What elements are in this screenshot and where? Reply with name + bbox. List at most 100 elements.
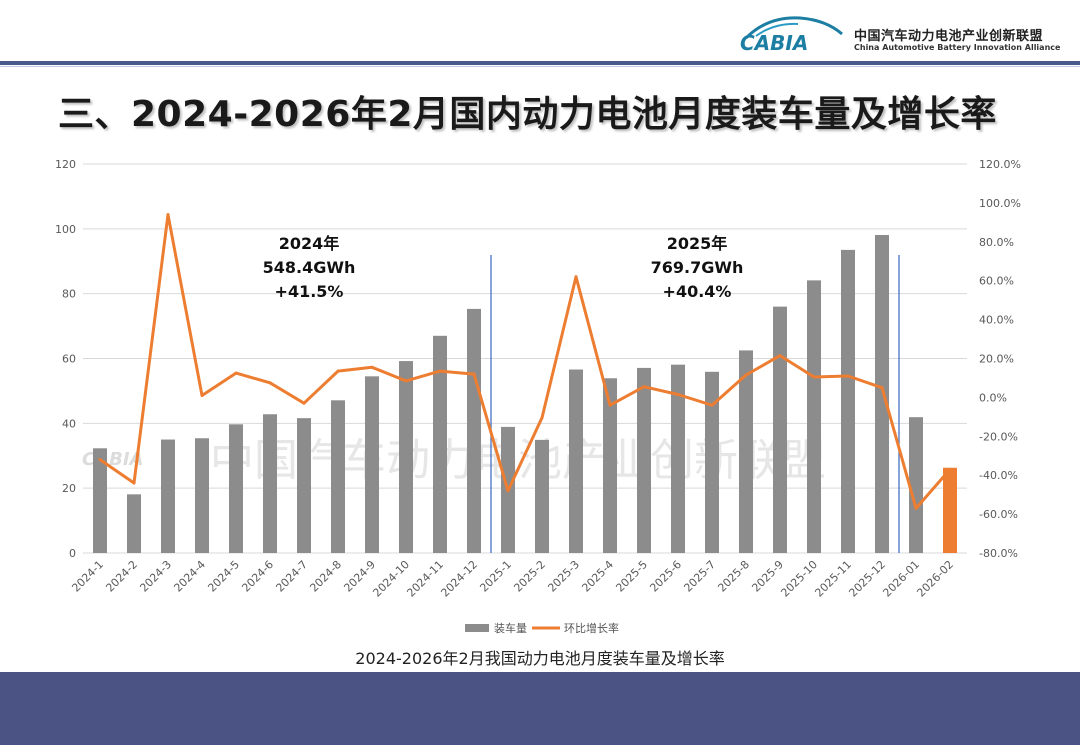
line-point-2024-3 [166,213,170,217]
bar-2025-2 [535,439,549,553]
x-tick-label: 2024-2 [103,558,140,595]
x-tick-label: 2024-4 [171,558,208,595]
cabia-logo-icon: CABIA [740,16,843,54]
line-point-2024-5 [234,371,238,375]
annotation-2025-growth: +40.4% [663,282,732,301]
line-point-2024-1 [98,458,102,462]
legend-bar-swatch [465,624,489,632]
line-point-2025-10 [812,375,816,379]
x-tick-label: 2025-8 [715,558,752,595]
x-tick-label: 2025-7 [681,558,718,595]
line-point-2024-10 [404,379,408,383]
bar-2025-11 [841,249,855,553]
bar-series [93,234,957,553]
gridlines [83,163,967,554]
y-right-tick-label: -80.0% [979,547,1018,560]
line-point-2024-7 [302,401,306,405]
y-left-tick-label: 60 [62,353,76,366]
x-tick-label: 2026-02 [914,558,956,600]
x-tick-label: 2024-1 [69,558,106,595]
x-tick-label: 2024-8 [307,558,344,595]
x-tick-label: 2025-4 [579,558,616,595]
line-series [98,213,952,510]
line-point-2025-7 [710,403,714,407]
line-point-2024-8 [336,369,340,373]
line-point-2025-1 [506,489,510,493]
x-tick-label: 2024-12 [438,558,480,600]
chart-caption: 2024-2026年2月我国动力电池月度装车量及增长率 [355,649,725,668]
y-right-tick-label: 40.0% [979,314,1014,327]
x-tick-label: 2025-6 [647,558,684,595]
x-axis-labels: 2024-12024-22024-32024-42024-52024-62024… [69,558,956,600]
line-point-2026-02 [948,467,952,471]
x-tick-label: 2024-7 [273,558,310,595]
legend: 装车量 环比增长率 [465,621,619,635]
y-left-tick-label: 120 [55,158,76,171]
line-point-2025-3 [574,275,578,279]
annotation-2024-year: 2024年 [279,234,340,253]
bar-2024-3 [161,439,175,553]
org-name-en: China Automotive Battery Innovation Alli… [854,43,1061,52]
line-point-2025-2 [540,416,544,420]
bar-2025-9 [773,306,787,553]
bar-2025-5 [637,367,651,553]
y-right-tick-label: 60.0% [979,275,1014,288]
line-point-2025-6 [676,392,680,396]
bar-2024-2 [127,494,141,553]
x-tick-label: 2026-01 [880,558,922,600]
bar-2024-12 [467,308,481,553]
line-point-2025-9 [778,354,782,358]
line-point-2025-8 [744,373,748,377]
bar-2024-9 [365,376,379,553]
page-title: 三、2024-2026年2月国内动力电池月度装车量及增长率 [58,94,997,135]
line-point-2024-6 [268,381,272,385]
line-point-2024-2 [132,481,136,485]
x-tick-label: 2025-12 [846,558,888,600]
y-axis-left: 0 20 40 60 80 100 120 [55,158,76,560]
y-left-tick-label: 40 [62,417,76,430]
bar-2025-12 [875,234,889,553]
cabia-logo: CABIA 中国汽车动力电池产业创新联盟 China Automotive Ba… [738,14,1078,58]
line-point-2025-5 [642,385,646,389]
y-right-tick-label: 100.0% [979,197,1021,210]
bar-2024-8 [331,400,345,553]
annotation-2025-total: 769.7GWh [651,258,744,277]
x-tick-label: 2025-1 [477,558,514,595]
bar-2024-5 [229,424,243,553]
bar-2025-10 [807,280,821,553]
line-point-2024-4 [200,393,204,397]
year-dividers [490,255,900,553]
annotation-2024-growth: +41.5% [275,282,344,301]
bar-2024-11 [433,335,447,553]
line-point-2024-9 [370,365,374,369]
bar-2024-7 [297,418,311,553]
watermark-text: 中国汽车动力电池产业创新联盟 [210,435,826,486]
bar-2024-6 [263,414,277,553]
y-right-tick-label: -40.0% [979,469,1018,482]
x-tick-label: 2025-5 [613,558,650,595]
x-tick-label: 2024-3 [137,558,174,595]
header-divider [0,61,1080,65]
annotation-2024-total: 548.4GWh [263,258,356,277]
bar-2026-02 [943,467,957,553]
growth-rate-line [99,213,952,510]
x-tick-label: 2024-5 [205,558,242,595]
legend-bar-label: 装车量 [494,621,527,635]
org-name-cn: 中国汽车动力电池产业创新联盟 [854,29,1044,44]
line-point-2024-11 [438,369,442,373]
y-right-tick-label: 20.0% [979,353,1014,366]
legend-line-label: 环比增长率 [564,621,619,635]
bar-2025-4 [603,378,617,553]
annotation-2024: 2024年 548.4GWh +41.5% [263,234,356,301]
y-axis-right: -80.0% -60.0% -40.0% -20.0% 0.0% 20.0% 40.0% 60… [979,158,1021,560]
y-left-tick-label: 100 [55,223,76,236]
line-point-2025-4 [608,403,612,407]
header-bar [0,0,1080,66]
annotation-2025: 2025年 769.7GWh +40.4% [651,234,744,301]
bar-2024-4 [195,438,209,553]
line-point-2025-11 [846,374,850,378]
y-right-tick-label: 120.0% [979,158,1021,171]
header-divider-thin [0,66,1080,67]
y-right-tick-label: 0.0% [979,391,1007,404]
